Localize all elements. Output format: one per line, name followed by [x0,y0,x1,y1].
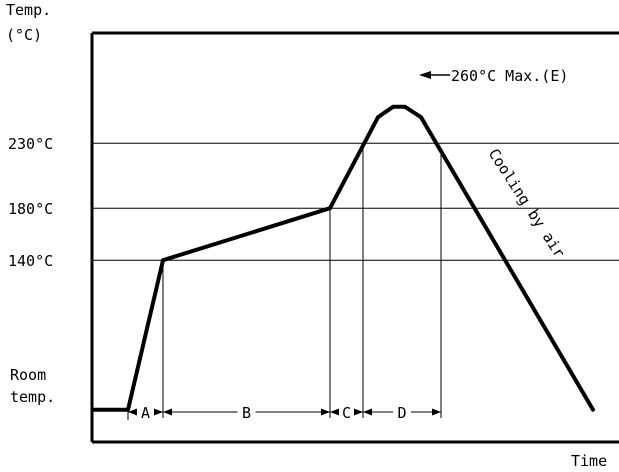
segment-arrow-end-1 [321,408,330,416]
x-axis-title: Time [571,452,607,470]
y-axis-title-line2: (°C) [6,26,42,44]
ref-label-140: 140°C [8,252,53,270]
room-temp-label-line2: temp. [10,388,55,406]
segment-arrow-end-0 [154,408,163,416]
y-axis-title-line1: Temp. [6,1,51,19]
segment-label-d: D [397,404,406,422]
segment-arrow-start-2 [330,408,339,416]
segment-arrow-end-2 [354,408,363,416]
reference-lines [93,142,619,261]
ref-label-180: 180°C [8,200,53,218]
room-temp-label-line1: Room [10,366,46,384]
segment-dimensions [127,404,441,420]
segment-arrow-start-0 [128,408,137,416]
segment-arrow-start-3 [363,408,372,416]
segment-arrow-end-3 [432,408,441,416]
segment-label-b: B [242,404,251,422]
segment-arrow-start-1 [163,408,172,416]
ref-label-230: 230°C [8,135,53,153]
temperature-profile-line [91,104,595,412]
segment-label-a: A [141,404,150,422]
peak-arrowhead [419,71,431,79]
segment-drop-lines [162,145,442,418]
peak-annotation: 260°C Max.(E) [419,67,568,85]
segment-label-c: C [342,404,351,422]
peak-label: 260°C Max.(E) [451,67,568,85]
